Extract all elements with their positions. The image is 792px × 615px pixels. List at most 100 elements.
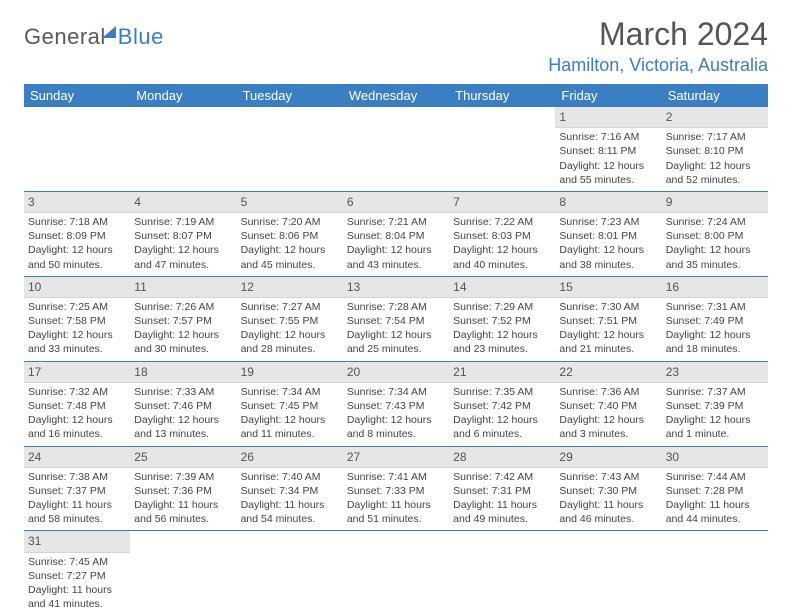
daylight1-text: Daylight: 12 hours — [453, 328, 551, 342]
sunset-text: Sunset: 7:40 PM — [559, 399, 657, 413]
day-number: 9 — [662, 192, 768, 213]
day-number: 22 — [555, 362, 661, 383]
day-number: 8 — [555, 192, 661, 213]
calendar-cell: 1Sunrise: 7:16 AMSunset: 8:11 PMDaylight… — [555, 107, 661, 192]
sunset-text: Sunset: 8:07 PM — [134, 229, 232, 243]
sunset-text: Sunset: 7:36 PM — [134, 484, 232, 498]
sunset-text: Sunset: 7:57 PM — [134, 314, 232, 328]
daylight1-text: Daylight: 12 hours — [666, 159, 764, 173]
calendar-cell: 30Sunrise: 7:44 AMSunset: 7:28 PMDayligh… — [662, 447, 768, 532]
calendar-cell: 7Sunrise: 7:22 AMSunset: 8:03 PMDaylight… — [449, 192, 555, 277]
daylight1-text: Daylight: 12 hours — [28, 413, 126, 427]
sunset-text: Sunset: 7:46 PM — [134, 399, 232, 413]
daylight2-text: and 21 minutes. — [559, 342, 657, 356]
calendar-header-row: Sunday Monday Tuesday Wednesday Thursday… — [24, 84, 768, 107]
sunrise-text: Sunrise: 7:25 AM — [28, 300, 126, 314]
daylight1-text: Daylight: 11 hours — [666, 498, 764, 512]
sunrise-text: Sunrise: 7:42 AM — [453, 470, 551, 484]
daylight1-text: Daylight: 12 hours — [666, 243, 764, 257]
day-number: 27 — [343, 447, 449, 468]
day-number: 24 — [24, 447, 130, 468]
sunrise-text: Sunrise: 7:23 AM — [559, 215, 657, 229]
daylight1-text: Daylight: 12 hours — [241, 413, 339, 427]
daylight1-text: Daylight: 12 hours — [666, 328, 764, 342]
daylight2-text: and 56 minutes. — [134, 512, 232, 526]
day-number: 5 — [237, 192, 343, 213]
sunrise-text: Sunrise: 7:29 AM — [453, 300, 551, 314]
daylight2-text: and 52 minutes. — [666, 173, 764, 187]
calendar-cell-blank — [343, 531, 449, 615]
weekday-header: Sunday — [24, 84, 130, 107]
calendar-cell-blank — [449, 531, 555, 615]
sunset-text: Sunset: 8:04 PM — [347, 229, 445, 243]
sunrise-text: Sunrise: 7:41 AM — [347, 470, 445, 484]
day-number: 25 — [130, 447, 236, 468]
daylight1-text: Daylight: 12 hours — [666, 413, 764, 427]
sunset-text: Sunset: 7:49 PM — [666, 314, 764, 328]
calendar-cell: 26Sunrise: 7:40 AMSunset: 7:34 PMDayligh… — [237, 447, 343, 532]
daylight2-text: and 46 minutes. — [559, 512, 657, 526]
sunrise-text: Sunrise: 7:24 AM — [666, 215, 764, 229]
sunset-text: Sunset: 7:42 PM — [453, 399, 551, 413]
sunset-text: Sunset: 7:28 PM — [666, 484, 764, 498]
sunset-text: Sunset: 7:55 PM — [241, 314, 339, 328]
daylight1-text: Daylight: 11 hours — [28, 583, 126, 597]
daylight1-text: Daylight: 12 hours — [453, 243, 551, 257]
calendar-body: 1Sunrise: 7:16 AMSunset: 8:11 PMDaylight… — [24, 107, 768, 615]
calendar-cell: 29Sunrise: 7:43 AMSunset: 7:30 PMDayligh… — [555, 447, 661, 532]
sunset-text: Sunset: 8:01 PM — [559, 229, 657, 243]
sunset-text: Sunset: 7:58 PM — [28, 314, 126, 328]
calendar-cell: 14Sunrise: 7:29 AMSunset: 7:52 PMDayligh… — [449, 277, 555, 362]
day-number: 10 — [24, 277, 130, 298]
calendar-cell: 3Sunrise: 7:18 AMSunset: 8:09 PMDaylight… — [24, 192, 130, 277]
sunset-text: Sunset: 7:54 PM — [347, 314, 445, 328]
title-block: March 2024 Hamilton, Victoria, Australia — [548, 16, 768, 76]
day-number: 28 — [449, 447, 555, 468]
calendar-cell: 6Sunrise: 7:21 AMSunset: 8:04 PMDaylight… — [343, 192, 449, 277]
calendar-cell-blank — [449, 107, 555, 192]
day-number: 19 — [237, 362, 343, 383]
calendar-cell: 18Sunrise: 7:33 AMSunset: 7:46 PMDayligh… — [130, 362, 236, 447]
calendar-cell: 9 Sunrise: 7:24 AMSunset: 8:00 PMDaylight… — [662, 192, 768, 277]
daylight1-text: Daylight: 12 hours — [241, 328, 339, 342]
day-number: 13 — [343, 277, 449, 298]
daylight2-text: and 3 minutes. — [559, 427, 657, 441]
sunrise-text: Sunrise: 7:20 AM — [241, 215, 339, 229]
daylight1-text: Daylight: 12 hours — [241, 243, 339, 257]
daylight2-text: and 50 minutes. — [28, 258, 126, 272]
daylight2-text: and 13 minutes. — [134, 427, 232, 441]
calendar-cell-blank — [555, 531, 661, 615]
daylight2-text: and 41 minutes. — [28, 597, 126, 611]
calendar-cell: 10Sunrise: 7:25 AMSunset: 7:58 PMDayligh… — [24, 277, 130, 362]
day-number: 7 — [449, 192, 555, 213]
daylight1-text: Daylight: 11 hours — [28, 498, 126, 512]
day-number: 1 — [555, 107, 661, 128]
day-number: 21 — [449, 362, 555, 383]
calendar-cell: 5Sunrise: 7:20 AMSunset: 8:06 PMDaylight… — [237, 192, 343, 277]
daylight2-text: and 16 minutes. — [28, 427, 126, 441]
daylight2-text: and 51 minutes. — [347, 512, 445, 526]
daylight1-text: Daylight: 12 hours — [134, 243, 232, 257]
sunrise-text: Sunrise: 7:31 AM — [666, 300, 764, 314]
calendar-cell-blank — [343, 107, 449, 192]
daylight2-text: and 28 minutes. — [241, 342, 339, 356]
sunset-text: Sunset: 7:39 PM — [666, 399, 764, 413]
sunrise-text: Sunrise: 7:33 AM — [134, 385, 232, 399]
sunset-text: Sunset: 8:00 PM — [666, 229, 764, 243]
daylight1-text: Daylight: 12 hours — [134, 413, 232, 427]
daylight2-text: and 30 minutes. — [134, 342, 232, 356]
sunrise-text: Sunrise: 7:34 AM — [347, 385, 445, 399]
daylight1-text: Daylight: 12 hours — [347, 243, 445, 257]
sunrise-text: Sunrise: 7:27 AM — [241, 300, 339, 314]
daylight2-text: and 38 minutes. — [559, 258, 657, 272]
sunset-text: Sunset: 7:31 PM — [453, 484, 551, 498]
sunrise-text: Sunrise: 7:17 AM — [666, 130, 764, 144]
day-number: 20 — [343, 362, 449, 383]
daylight2-text: and 49 minutes. — [453, 512, 551, 526]
calendar-cell: 24Sunrise: 7:38 AMSunset: 7:37 PMDayligh… — [24, 447, 130, 532]
calendar-cell-blank — [24, 107, 130, 192]
day-number: 12 — [237, 277, 343, 298]
weekday-header: Tuesday — [237, 84, 343, 107]
calendar-cell: 21Sunrise: 7:35 AMSunset: 7:42 PMDayligh… — [449, 362, 555, 447]
logo-text-general: General — [24, 24, 106, 50]
